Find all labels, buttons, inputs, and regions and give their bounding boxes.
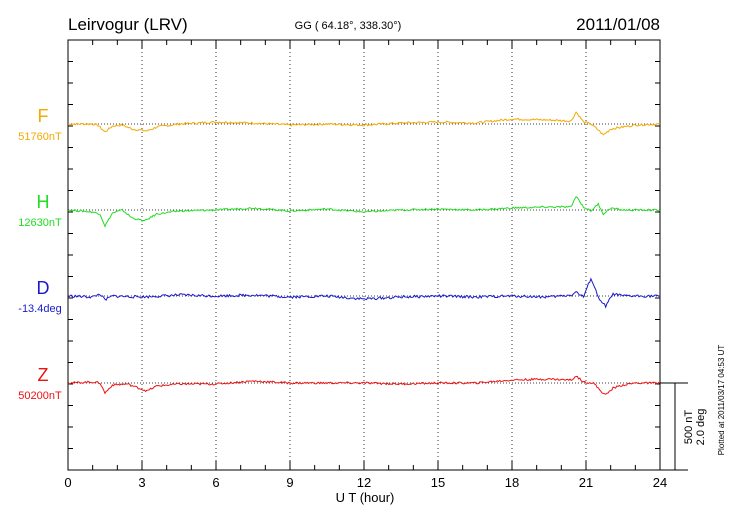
x-tick-label: 0 xyxy=(64,475,71,490)
series-baseline-z: 50200nT xyxy=(18,390,62,402)
series-name-f: F xyxy=(38,106,49,126)
x-tick-label: 24 xyxy=(653,475,667,490)
x-axis-label: U T (hour) xyxy=(336,490,395,505)
axis-ticks: 0 3 6 9 12 15 18 21 24 xyxy=(64,40,667,490)
x-tick-label: 3 xyxy=(138,475,145,490)
series-line-f xyxy=(67,111,661,136)
scale-label-nt: 500 nT xyxy=(683,410,695,445)
x-tick-label: 18 xyxy=(505,475,519,490)
chart-date: 2011/01/08 xyxy=(576,15,660,34)
series-baseline-d: -13.4deg xyxy=(18,303,61,315)
series-line-d xyxy=(67,277,661,309)
x-tick-label: 9 xyxy=(286,475,293,490)
plot-timestamp: Plotted at 2011/03/17 04:53 UT xyxy=(717,345,726,456)
series-name-d: D xyxy=(37,278,50,298)
series-baseline-f: 51760nT xyxy=(18,131,62,143)
x-tick-label: 21 xyxy=(579,475,593,490)
series-labels: F 51760nT H 12630nT D -13.4deg Z 50200nT xyxy=(18,106,62,402)
series-line-h xyxy=(67,196,661,228)
x-tick-label: 12 xyxy=(357,475,371,490)
series-name-z: Z xyxy=(38,365,49,385)
series-group xyxy=(67,111,661,395)
chart-subtitle: GG ( 64.18°, 338.30°) xyxy=(295,20,402,32)
x-tick-label: 15 xyxy=(431,475,445,490)
grid-lines xyxy=(141,40,587,470)
chart-title: Leirvogur (LRV) xyxy=(68,15,188,34)
series-baseline-h: 12630nT xyxy=(18,217,62,229)
scale-bar: 500 nT 2.0 deg xyxy=(660,382,707,471)
scale-label-deg: 2.0 deg xyxy=(695,409,707,446)
series-line-z xyxy=(67,375,661,395)
x-tick-label: 6 xyxy=(212,475,219,490)
series-name-h: H xyxy=(37,192,50,212)
